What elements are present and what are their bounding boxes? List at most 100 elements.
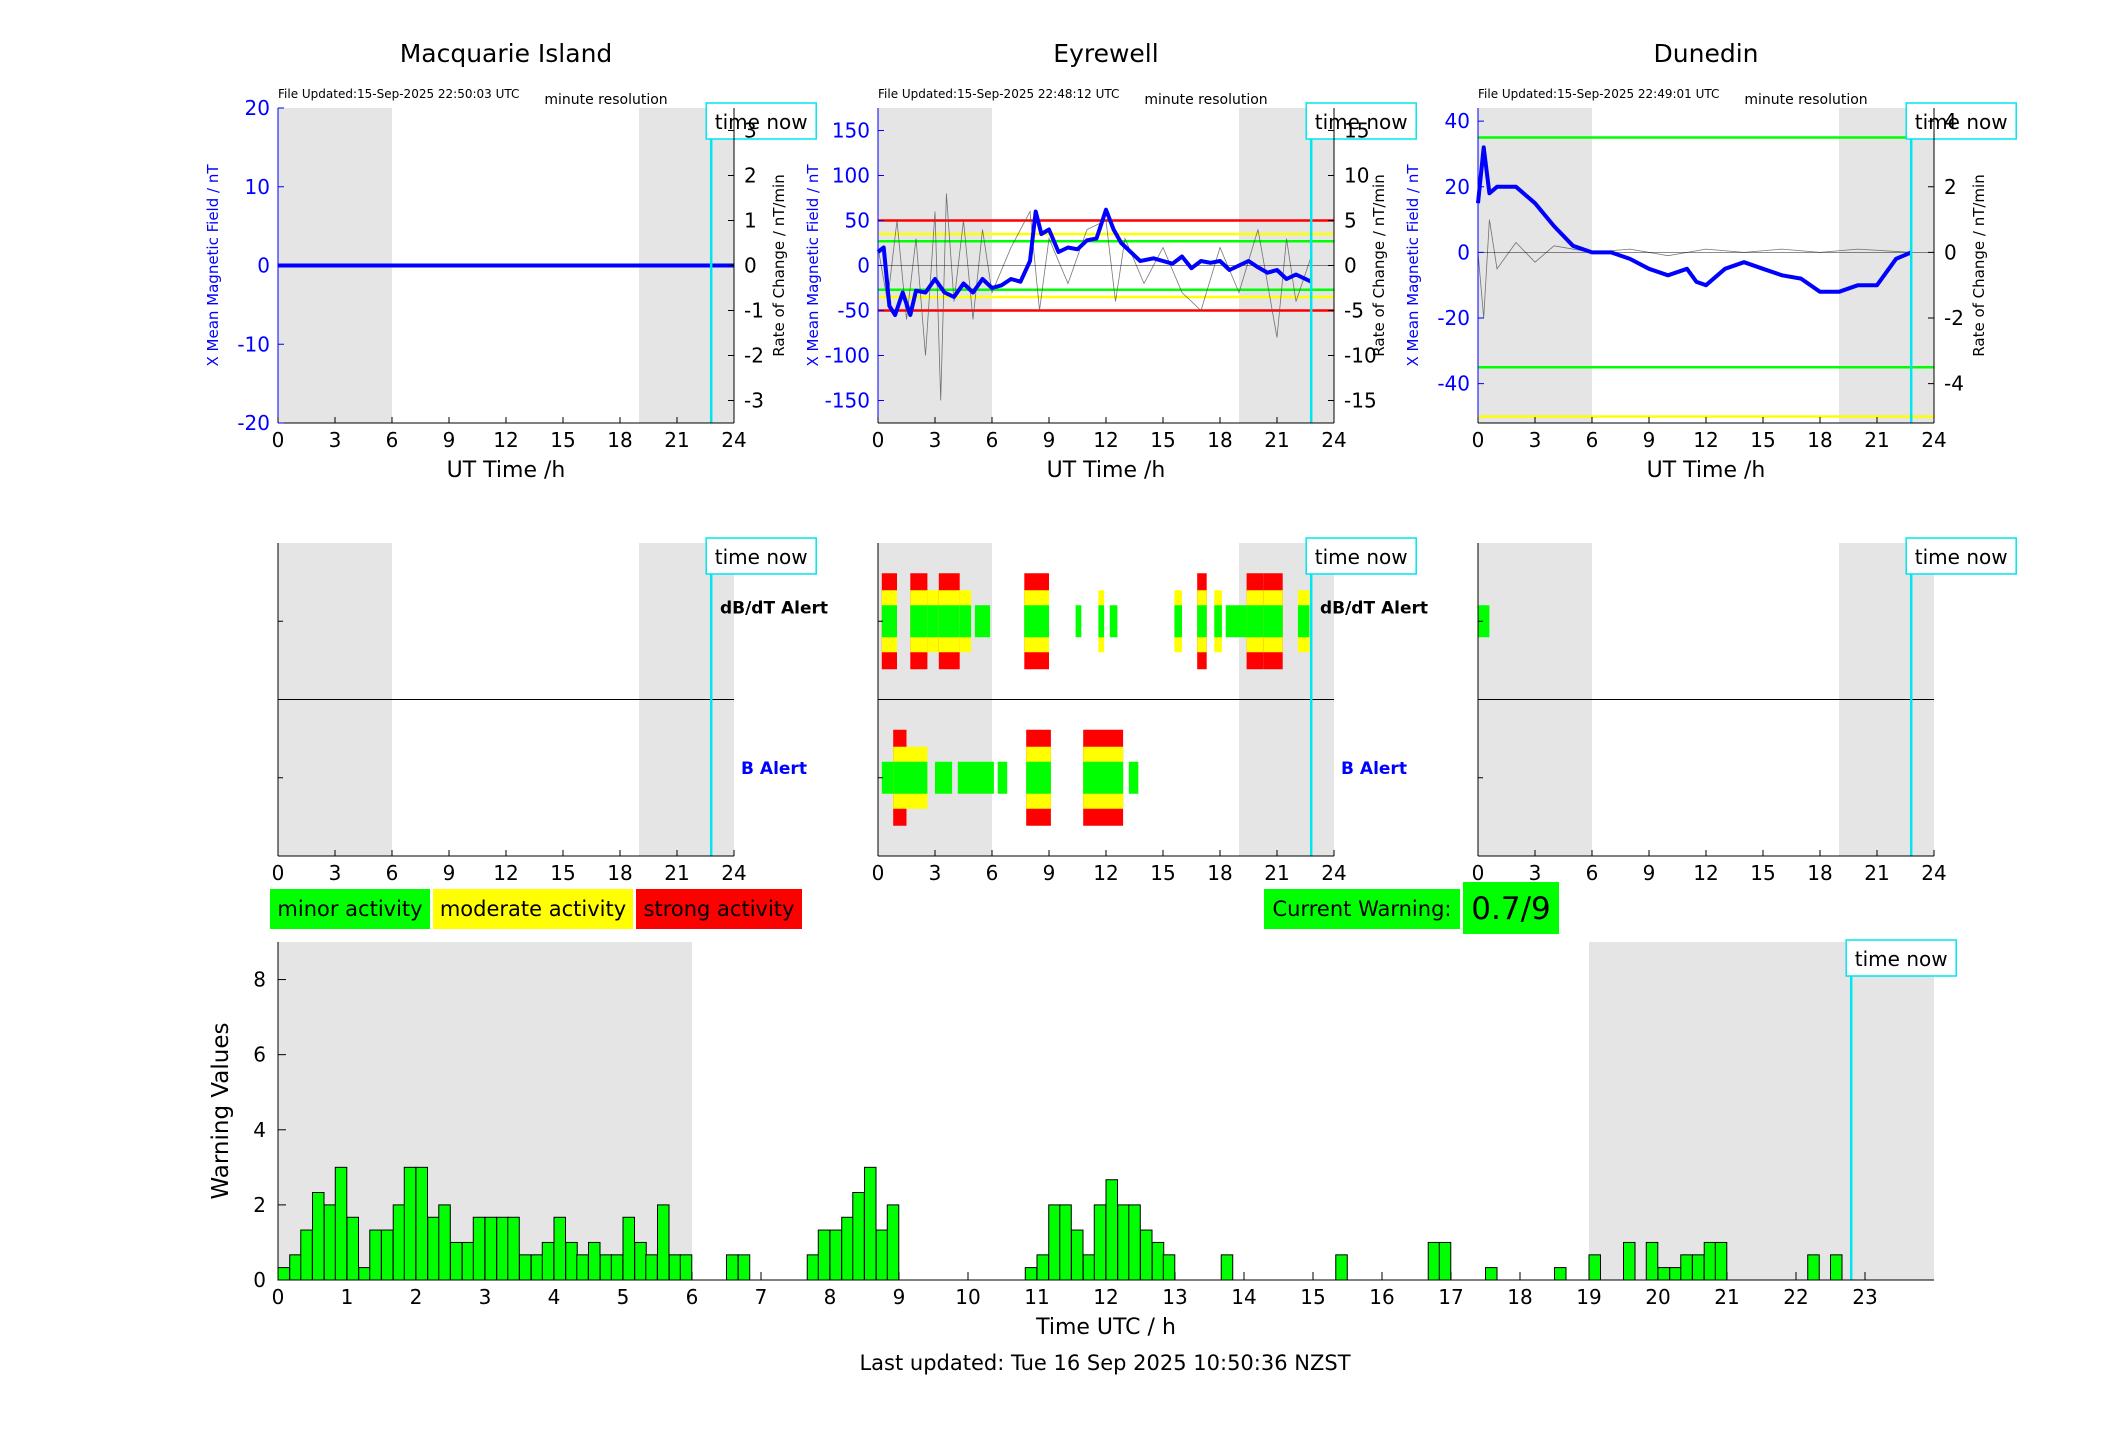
warning-bar [565,1241,578,1281]
x-tick-label: 18 [1807,861,1832,885]
alert-minor-segment [1026,761,1051,794]
x-tick-label: 9 [443,428,456,452]
night-shading [1478,108,1592,423]
x-tick-label: 9 [893,1285,906,1309]
x-tick-label: 21 [664,861,689,885]
x-tick-label: 24 [1921,428,1946,452]
time-now-box [1905,537,2017,575]
left-tick-label: -10 [237,332,270,356]
x-tick-label: 3 [929,428,942,452]
left-y-axis-label: X Mean Magnetic Field / nT [804,164,822,367]
alert-minor-segment [1214,605,1222,638]
warning-bar [1093,1204,1107,1281]
warning-bar [1830,1254,1843,1281]
x-tick-label: 15 [1150,428,1175,452]
warning-bar [507,1216,520,1281]
x-tick-label: 24 [1921,861,1946,885]
left-y-axis-label: X Mean Magnetic Field / nT [1404,164,1422,367]
left-tick-label: 0 [1457,240,1470,264]
time-now-box [1305,537,1417,575]
alert-minor-segment [997,761,1008,794]
left-tick-label: 150 [832,119,870,143]
x-tick-label: 14 [1231,1285,1256,1309]
right-tick-label: 0 [744,254,757,278]
y-tick-label: 8 [253,968,266,992]
warning-bar [1623,1241,1636,1281]
warning-bar [737,1254,751,1281]
x-tick-label: 18 [1807,428,1832,452]
night-shading [1839,108,1934,423]
warning-bar [1117,1204,1130,1281]
x-tick-label: 0 [272,861,285,885]
x-tick-label: 15 [1150,861,1175,885]
alert-minor-segment [959,605,972,638]
x-tick-label: 24 [1321,861,1346,885]
alert-minor-segment [910,605,928,638]
y-tick-label: 2 [253,1193,266,1217]
right-tick-label: -2 [1944,306,1964,330]
x-tick-label: 0 [272,1285,285,1309]
alert-minor-segment [935,761,953,794]
warning-bar [369,1229,382,1281]
x-tick-label: 3 [929,861,942,885]
warning-bar [1082,1254,1096,1281]
mean-field-series [1476,145,1912,294]
alert-minor-segment [1174,605,1182,638]
warning-bar [334,1166,348,1281]
x-tick-label: 12 [493,861,518,885]
legend-moderate-label: moderate activity [440,897,626,921]
warning-bar [427,1216,440,1281]
x-axis-label: UT Time /h [1047,458,1166,483]
left-tick-label: -20 [237,411,270,435]
x-tick-label: 17 [1438,1285,1463,1309]
right-tick-label: 2 [744,164,757,188]
warning-bar [1162,1254,1176,1281]
warning-bar [657,1204,670,1281]
warning-bar [634,1241,647,1281]
x-tick-label: 6 [986,428,999,452]
activity-legend: minor activity moderate activity strong … [270,889,802,929]
alert-minor-segment [881,605,897,638]
dbdt-alert-label: dB/dT Alert [720,598,828,618]
alert-minor-segment [1109,605,1118,638]
alert-minor-segment [957,761,994,794]
x-tick-label: 3 [1529,428,1542,452]
warning-bar [1554,1267,1567,1281]
warning-bar [403,1166,417,1281]
x-tick-label: 9 [1643,428,1656,452]
x-tick-label: 5 [617,1285,630,1309]
warning-bar [622,1216,636,1281]
right-tick-label: -10 [1344,344,1377,368]
warning-bar [806,1254,820,1281]
right-tick-label: 3 [744,119,757,143]
panel-title: Dunedin [1654,39,1759,68]
warning-bar [541,1241,555,1281]
x-tick-label: 23 [1852,1285,1877,1309]
warning-bar [610,1254,624,1281]
x-tick-label: 4 [548,1285,561,1309]
warning-bar [392,1204,406,1281]
x-tick-label: 3 [329,861,342,885]
warning-bar [1036,1254,1050,1281]
warning-bar [576,1254,589,1281]
x-tick-label: 7 [755,1285,768,1309]
x-tick-label: 9 [1043,861,1056,885]
x-tick-label: 24 [721,861,746,885]
x-tick-label: 0 [1472,861,1485,885]
warning-bar [1335,1254,1348,1281]
warning-bar [1807,1254,1820,1281]
x-tick-label: 21 [1264,861,1289,885]
current-warning-label-box [1264,889,1460,929]
x-tick-label: 21 [664,428,689,452]
time-now-box [1305,102,1417,140]
x-tick-label: 21 [1714,1285,1739,1309]
left-tick-label: 20 [1445,175,1470,199]
warning-bar [484,1216,498,1281]
warning-bar [312,1191,325,1281]
right-tick-label: 15 [1344,119,1369,143]
left-tick-label: 20 [245,96,270,120]
file-updated-label: File Updated:15-Sep-2025 22:49:01 UTC [1478,87,1719,101]
warning-bar [1048,1204,1061,1281]
